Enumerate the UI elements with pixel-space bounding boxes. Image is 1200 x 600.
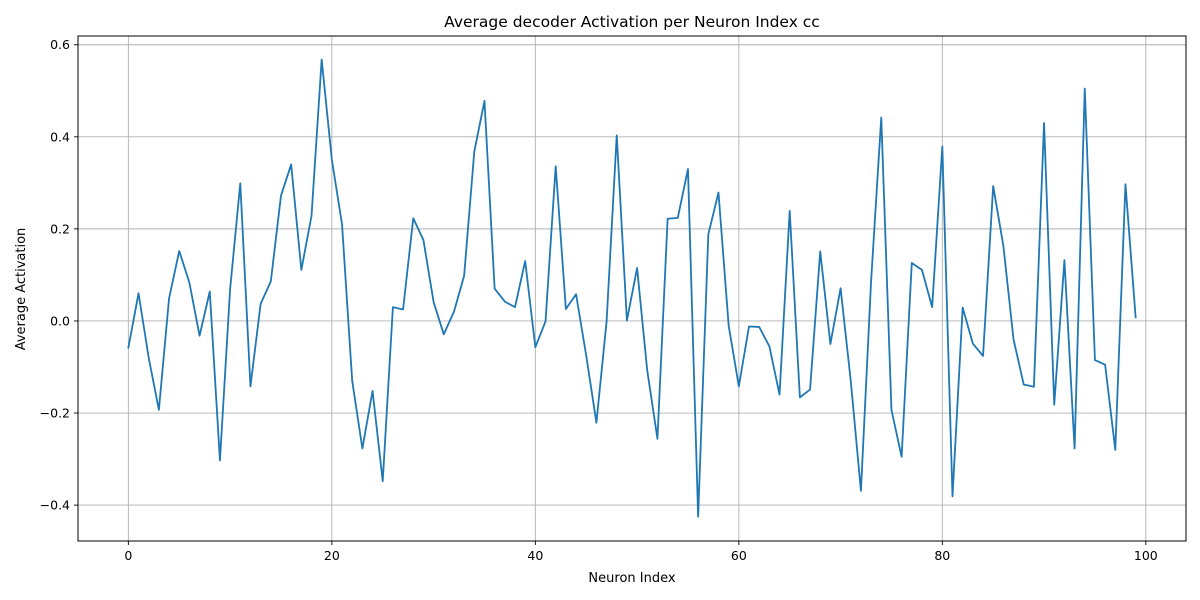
plot-frame <box>77 35 1187 542</box>
y-tick-label: 0.2 <box>50 221 70 236</box>
x-tick-label: 60 <box>731 548 747 563</box>
series-line <box>127 58 1137 518</box>
chart-title: Average decoder Activation per Neuron In… <box>444 13 820 31</box>
x-axis-label: Neuron Index <box>588 571 675 586</box>
y-tick-label: 0.6 <box>50 37 70 52</box>
y-tick-label: 0.0 <box>50 313 70 328</box>
y-tick-label: −0.2 <box>40 406 70 421</box>
x-tick-label: 100 <box>1134 548 1158 563</box>
y-tick-label: 0.4 <box>50 129 70 144</box>
y-axis-label: Average Activation <box>14 228 29 351</box>
x-tick-label: 0 <box>124 548 132 563</box>
x-tick-label: 80 <box>934 548 950 563</box>
y-tick-label: −0.4 <box>40 498 70 513</box>
x-tick-label: 20 <box>324 548 340 563</box>
axis-ticks: 0 20 40 60 80 100 −0.4 −0.2 0.0 0.2 0.4 0.6 <box>40 37 1158 563</box>
x-tick-label: 40 <box>527 548 543 563</box>
